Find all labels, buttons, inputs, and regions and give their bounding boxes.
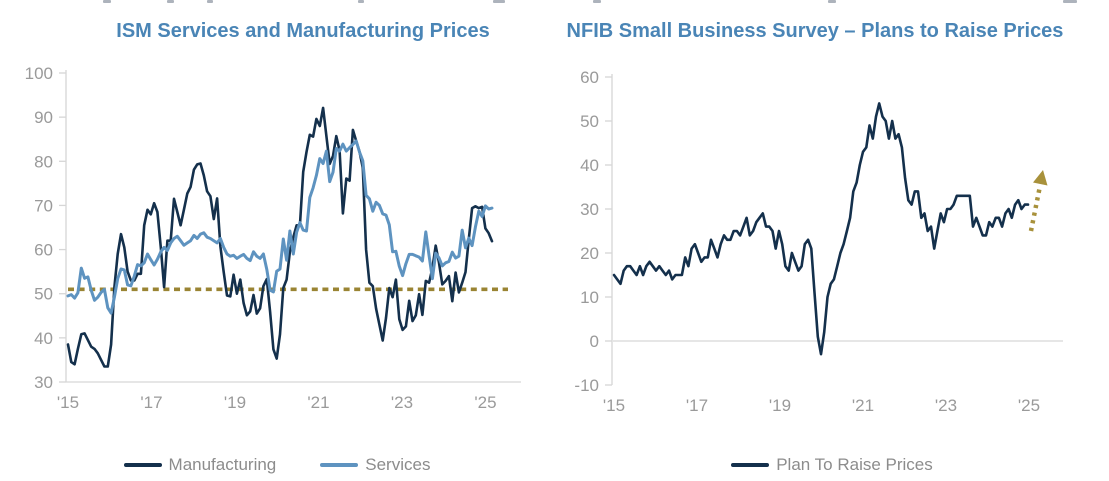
chart-panel-ism: ISM Services and Manufacturing Prices 30… bbox=[0, 0, 554, 481]
ism-legend: Manufacturing Services bbox=[0, 455, 554, 475]
svg-text:'23: '23 bbox=[391, 393, 413, 412]
svg-text:'15: '15 bbox=[57, 393, 79, 412]
plan-to-raise-prices-line-swatch bbox=[731, 463, 770, 467]
svg-text:30: 30 bbox=[580, 200, 599, 219]
legend-label-plan-to-raise-prices: Plan To Raise Prices bbox=[776, 455, 933, 474]
cropped-text-fragment bbox=[358, 0, 364, 3]
svg-text:'21: '21 bbox=[307, 393, 329, 412]
svg-text:'21: '21 bbox=[852, 396, 874, 415]
svg-text:'25: '25 bbox=[474, 393, 496, 412]
svg-text:70: 70 bbox=[34, 196, 53, 215]
nfib-legend: Plan To Raise Prices bbox=[555, 455, 1109, 475]
ism-line-chart: 30 40 50 60 70 80 90 100 '15 '17 '19 '21 '23 '25 bbox=[25, 64, 521, 412]
svg-text:0: 0 bbox=[590, 332, 599, 351]
svg-text:90: 90 bbox=[34, 108, 53, 127]
svg-text:20: 20 bbox=[580, 244, 599, 263]
legend-item-services: Services bbox=[320, 455, 430, 475]
cropped-text-fragment bbox=[207, 0, 213, 3]
legend-label-services: Services bbox=[365, 455, 431, 474]
nfib-chart-title: NFIB Small Business Survey – Plans to Ra… bbox=[566, 20, 1064, 42]
svg-text:60: 60 bbox=[34, 241, 53, 260]
manufacturing-line-swatch bbox=[123, 463, 162, 467]
svg-text:'19: '19 bbox=[224, 393, 246, 412]
svg-text:'17: '17 bbox=[686, 396, 708, 415]
svg-text:30: 30 bbox=[34, 373, 53, 392]
cropped-text-fragment bbox=[828, 0, 836, 3]
cropped-text-fragment bbox=[493, 0, 505, 3]
legend-item-plan-to-raise-prices: Plan To Raise Prices bbox=[731, 455, 933, 475]
svg-text:50: 50 bbox=[580, 112, 599, 131]
svg-text:10: 10 bbox=[580, 288, 599, 307]
services-line-swatch bbox=[320, 463, 359, 467]
svg-text:50: 50 bbox=[34, 285, 53, 304]
legend-label-manufacturing: Manufacturing bbox=[168, 455, 277, 474]
svg-text:'19: '19 bbox=[769, 396, 791, 415]
cropped-text-fragment bbox=[103, 0, 111, 3]
svg-text:80: 80 bbox=[34, 152, 53, 171]
cropped-text-fragment bbox=[167, 0, 174, 3]
chart-panel-nfib: NFIB Small Business Survey – Plans to Ra… bbox=[555, 0, 1109, 481]
svg-text:60: 60 bbox=[580, 68, 599, 87]
ism-chart-title: ISM Services and Manufacturing Prices bbox=[116, 20, 490, 42]
svg-text:-10: -10 bbox=[574, 376, 599, 395]
svg-text:'23: '23 bbox=[935, 396, 957, 415]
cropped-text-fragment bbox=[593, 0, 601, 3]
svg-text:100: 100 bbox=[25, 64, 53, 83]
cropped-text-fragments bbox=[0, 0, 1109, 4]
cropped-text-fragment bbox=[1063, 0, 1077, 3]
svg-text:40: 40 bbox=[580, 156, 599, 175]
nfib-line-chart: -10 0 10 20 30 40 50 60 '15 '17 '19 '21 '23 '25 bbox=[574, 68, 1063, 415]
legend-item-manufacturing: Manufacturing bbox=[123, 455, 277, 475]
svg-text:'25: '25 bbox=[1018, 396, 1040, 415]
svg-text:40: 40 bbox=[34, 329, 53, 348]
svg-text:'15: '15 bbox=[603, 396, 625, 415]
svg-text:'17: '17 bbox=[140, 393, 162, 412]
